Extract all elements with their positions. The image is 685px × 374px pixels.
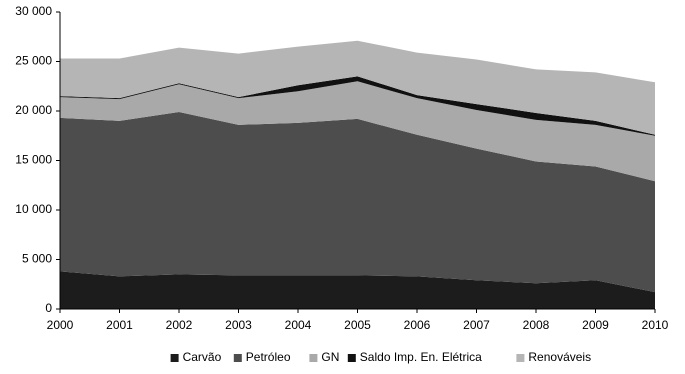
legend-label: Renováveis	[528, 350, 591, 364]
y-tick-label: 25 000	[15, 54, 52, 68]
x-tick-label: 2003	[225, 318, 252, 332]
legend-label: Petróleo	[246, 350, 291, 364]
legend-swatch	[309, 354, 318, 362]
y-tick-label: 15 000	[15, 153, 52, 167]
x-tick-label: 2000	[47, 318, 74, 332]
area	[60, 81, 655, 182]
y-tick-label: 10 000	[15, 202, 52, 216]
legend-label: GN	[321, 350, 339, 364]
legend-swatch	[170, 354, 179, 362]
legend-swatch	[516, 354, 525, 362]
x-tick-label: 2010	[642, 318, 669, 332]
area	[60, 40, 655, 135]
x-tick-label: 2001	[106, 318, 133, 332]
x-tick-label: 2002	[166, 318, 193, 332]
x-tick-label: 2009	[582, 318, 609, 332]
y-tick-label: 30 000	[15, 4, 52, 18]
area	[60, 271, 655, 309]
legend-swatch	[233, 354, 242, 362]
x-tick-label: 2006	[404, 318, 431, 332]
y-tick-label: 20 000	[15, 103, 52, 117]
legend-label: Saldo Imp. En. Elétrica	[360, 350, 482, 364]
area	[60, 111, 655, 293]
x-tick-label: 2007	[463, 318, 490, 332]
y-tick-label: 0	[45, 301, 52, 315]
legend-label: Carvão	[183, 350, 222, 364]
x-tick-label: 2008	[523, 318, 550, 332]
area	[60, 76, 655, 136]
y-tick-label: 5 000	[22, 252, 52, 266]
x-tick-label: 2005	[344, 318, 371, 332]
legend-swatch	[347, 354, 356, 362]
x-tick-label: 2004	[285, 318, 312, 332]
